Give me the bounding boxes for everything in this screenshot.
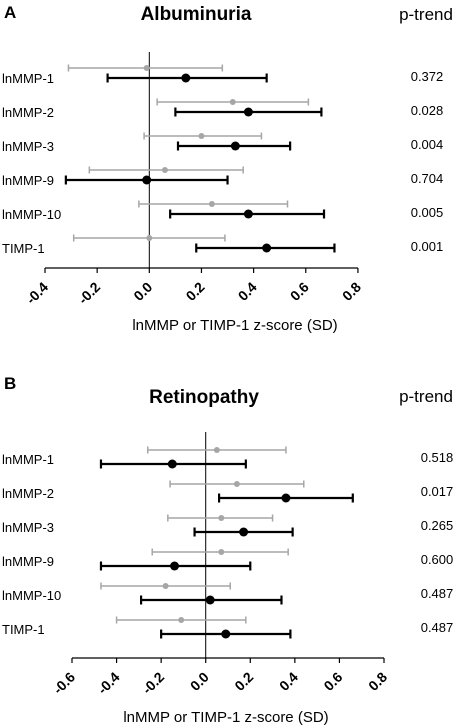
panel-b: B Retinopathy p-trend lnMMP or TIMP-1 z-…: [2, 374, 453, 726]
panel-a-x-axis-title: lnMMP or TIMP-1 z-score (SD): [132, 317, 337, 334]
p-trend-value: 0.487: [421, 586, 454, 601]
x-tick-label: 0.8: [339, 279, 364, 304]
x-tick-label: 0.6: [287, 279, 312, 304]
point-estimate-grey: [146, 235, 153, 241]
x-tick-label: -0.6: [50, 669, 79, 698]
x-tick-label: -0.4: [94, 669, 123, 698]
p-trend-value: 0.518: [421, 450, 454, 465]
point-estimate-grey: [143, 65, 150, 71]
x-tick-label: -0.2: [75, 279, 104, 308]
point-estimate-grey: [162, 583, 169, 589]
x-tick-label: 0.2: [231, 669, 256, 694]
panel-b-x-axis-title: lnMMP or TIMP-1 z-score (SD): [123, 709, 328, 726]
panel-b-ptrend-header: p-trend: [399, 387, 453, 406]
row-label: lnMMP-1: [2, 452, 54, 467]
p-trend-value: 0.487: [421, 620, 454, 635]
p-trend-value: 0.005: [411, 205, 444, 220]
point-estimate-black: [167, 459, 177, 469]
point-estimate-black: [243, 107, 253, 117]
point-estimate-grey: [213, 447, 220, 453]
x-tick-label: 0.8: [365, 669, 390, 694]
x-tick-label: 0.2: [183, 279, 208, 304]
row-label: lnMMP-2: [2, 486, 54, 501]
point-estimate-grey: [198, 133, 205, 139]
point-estimate-black: [170, 561, 180, 571]
row-label: TIMP-1: [2, 622, 45, 637]
point-estimate-black: [281, 493, 291, 503]
point-estimate-grey: [208, 201, 215, 207]
x-tick-label: 0.6: [320, 669, 345, 694]
x-tick-label: 0.0: [130, 279, 155, 304]
point-estimate-black: [262, 243, 272, 253]
row-label: lnMMP-10: [2, 207, 61, 222]
panel-a-letter: A: [4, 3, 16, 22]
panel-a-title: Albuminuria: [141, 4, 252, 25]
x-tick-label: -0.2: [139, 669, 168, 698]
row-label: TIMP-1: [2, 241, 45, 256]
point-estimate-black: [142, 175, 152, 185]
row-label: lnMMP-2: [2, 105, 54, 120]
p-trend-value: 0.372: [411, 69, 444, 84]
point-estimate-black: [239, 527, 249, 537]
row-label: lnMMP-3: [2, 520, 54, 535]
point-estimate-grey: [178, 617, 185, 623]
row-label: lnMMP-9: [2, 554, 54, 569]
p-trend-value: 0.028: [411, 103, 444, 118]
row-label: lnMMP-3: [2, 139, 54, 154]
panel-b-letter: B: [4, 374, 16, 393]
point-estimate-black: [181, 73, 191, 83]
panel-a-ptrend-header: p-trend: [399, 5, 453, 24]
p-trend-value: 0.265: [421, 518, 454, 533]
point-estimate-grey: [218, 515, 225, 521]
point-estimate-grey: [233, 481, 240, 487]
point-estimate-grey: [161, 167, 168, 173]
point-estimate-black: [221, 629, 231, 639]
p-trend-value: 0.704: [411, 171, 444, 186]
point-estimate-black: [205, 595, 215, 605]
panel-b-title: Retinopathy: [149, 387, 259, 408]
row-label: lnMMP-10: [2, 588, 61, 603]
panel-a: A Albuminuria p-trend lnMMP or TIMP-1 z-…: [2, 3, 453, 334]
p-trend-value: 0.001: [411, 239, 444, 254]
x-tick-label: -0.4: [23, 279, 52, 308]
point-estimate-grey: [229, 99, 236, 105]
point-estimate-grey: [218, 549, 225, 555]
p-trend-value: 0.600: [421, 552, 454, 567]
p-trend-value: 0.017: [421, 484, 454, 499]
p-trend-value: 0.004: [411, 137, 444, 152]
x-tick-label: 0.0: [187, 669, 212, 694]
row-label: lnMMP-1: [2, 71, 54, 86]
x-tick-label: 0.4: [276, 669, 301, 694]
point-estimate-black: [243, 209, 253, 219]
row-label: lnMMP-9: [2, 173, 54, 188]
x-tick-label: 0.4: [235, 279, 260, 304]
point-estimate-black: [230, 141, 240, 151]
